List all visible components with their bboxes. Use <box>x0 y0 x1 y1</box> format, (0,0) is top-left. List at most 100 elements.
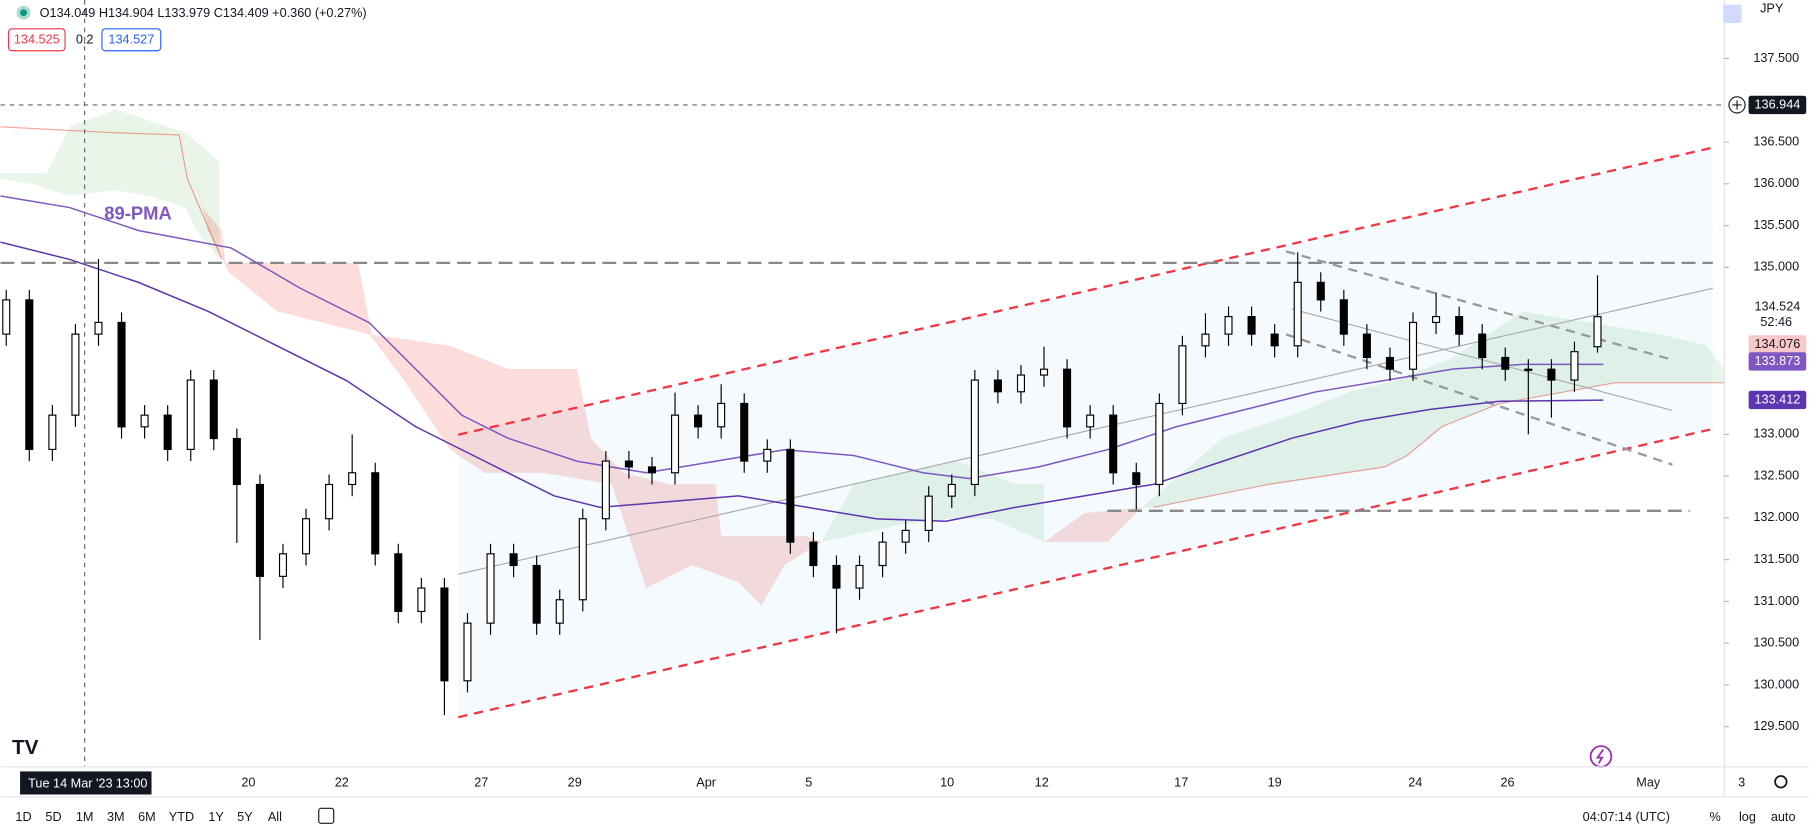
candle-body <box>1293 281 1302 347</box>
candle-body <box>1570 351 1579 381</box>
price-marker-label: 133.412 <box>1754 392 1800 406</box>
candle-body <box>2 299 11 335</box>
candle-body <box>1593 316 1602 348</box>
candle-body <box>417 587 426 613</box>
sell-price[interactable]: 134.525 <box>14 33 60 47</box>
x-tick-label: May <box>1636 775 1661 789</box>
price-marker <box>1748 390 1807 410</box>
status-dot <box>20 9 27 17</box>
candle-body <box>25 299 34 450</box>
x-tick-label: 27 <box>474 775 488 789</box>
y-tick-label: 129.500 <box>1753 719 1799 733</box>
candle-body <box>255 483 264 577</box>
candle-body <box>1547 368 1556 381</box>
candle-body <box>901 529 910 543</box>
range-button[interactable]: 3M <box>107 810 125 824</box>
candle-body <box>440 587 449 682</box>
candle-body <box>878 541 887 567</box>
price-marker-label: 133.873 <box>1754 354 1800 368</box>
price-marker <box>1748 95 1807 115</box>
currency[interactable]: JPY <box>1760 2 1784 16</box>
cloud-red <box>184 132 822 606</box>
candle-body <box>740 402 749 462</box>
price-axis: 129.500 130.000 130.500 131.000 131.500 132.0… <box>1724 51 1807 733</box>
x-tick-label: 19 <box>1268 775 1282 789</box>
range-button[interactable]: All <box>268 810 282 824</box>
candle-body <box>1016 374 1025 393</box>
range-button[interactable]: 5D <box>45 810 61 824</box>
candle-body <box>371 472 380 555</box>
price-marker-label: 134.524 <box>1754 299 1800 313</box>
candle-body <box>1270 333 1279 347</box>
buy-button[interactable] <box>101 28 162 52</box>
range-button[interactable]: 5Y <box>237 810 253 824</box>
candle-body <box>1524 368 1533 371</box>
moving-average <box>0 241 1604 522</box>
logo: TV <box>12 736 39 759</box>
wedge-line <box>1285 250 1673 361</box>
candle-body <box>1408 321 1418 370</box>
cloud-green <box>0 109 220 260</box>
candle-body <box>1501 356 1510 370</box>
x-tick-label: 20 <box>241 775 255 789</box>
channel-top <box>457 146 1714 436</box>
candle-body <box>486 553 495 624</box>
x-tick-label: 10 <box>940 775 954 789</box>
candle-body <box>48 414 57 450</box>
y-tick-label: 136.500 <box>1753 134 1799 148</box>
range-button[interactable]: 1M <box>76 810 94 824</box>
candle-body <box>763 448 772 462</box>
cloud-edge <box>0 126 1725 508</box>
x-tick-label: 3 <box>1738 775 1745 789</box>
y-tick-label: 135.000 <box>1753 260 1799 274</box>
sell-button[interactable] <box>7 28 66 52</box>
channel-bottom <box>457 427 1714 719</box>
clock[interactable]: 04:07:14 (UTC) <box>1583 810 1670 824</box>
range-button[interactable]: 6M <box>138 810 156 824</box>
candle-body <box>394 553 403 613</box>
candle-body <box>348 472 357 486</box>
scale-option[interactable]: auto <box>1771 810 1796 824</box>
candle-body <box>1339 299 1348 335</box>
scale-option[interactable]: % <box>1709 810 1720 824</box>
scale-option[interactable]: log <box>1739 810 1756 824</box>
candle-body <box>302 518 311 555</box>
candle-body <box>578 518 587 601</box>
x-tick-label: 22 <box>335 775 349 789</box>
y-tick-label: 132.500 <box>1753 468 1799 482</box>
price-marker <box>1748 352 1807 371</box>
candle-body <box>555 599 564 624</box>
price-marker <box>1748 335 1807 354</box>
buy-price[interactable]: 134.527 <box>108 33 154 47</box>
candle-body <box>993 379 1002 393</box>
candle-body <box>1224 316 1233 335</box>
candle-body <box>1455 316 1464 335</box>
candle-body <box>209 379 218 440</box>
cloud-red <box>1044 507 1143 542</box>
compare-icon[interactable] <box>1723 4 1742 24</box>
range-button[interactable]: 1D <box>15 810 31 824</box>
candle-body <box>1109 414 1118 474</box>
candle-body <box>163 414 172 450</box>
candle-body <box>1316 281 1325 301</box>
settings-icon[interactable] <box>1774 775 1788 789</box>
date-range-icon[interactable] <box>318 807 335 824</box>
candle-body <box>186 379 195 450</box>
x-tick-label: 29 <box>568 775 582 789</box>
candle-body <box>601 460 610 520</box>
price-marker <box>1748 297 1807 317</box>
range-button[interactable]: YTD <box>169 810 194 824</box>
candle-body <box>94 321 103 335</box>
candle-body <box>924 495 933 531</box>
x-tick-label: 24 <box>1408 775 1422 789</box>
x-tick-label: 17 <box>1174 775 1188 789</box>
y-tick-label: 135.500 <box>1753 218 1799 232</box>
candle-body <box>1385 356 1394 370</box>
y-tick-label: 132.000 <box>1753 510 1799 524</box>
candle-body <box>855 564 864 589</box>
candle-body <box>532 564 541 624</box>
range-button[interactable]: 1Y <box>208 810 224 824</box>
candle-body <box>1063 368 1072 428</box>
